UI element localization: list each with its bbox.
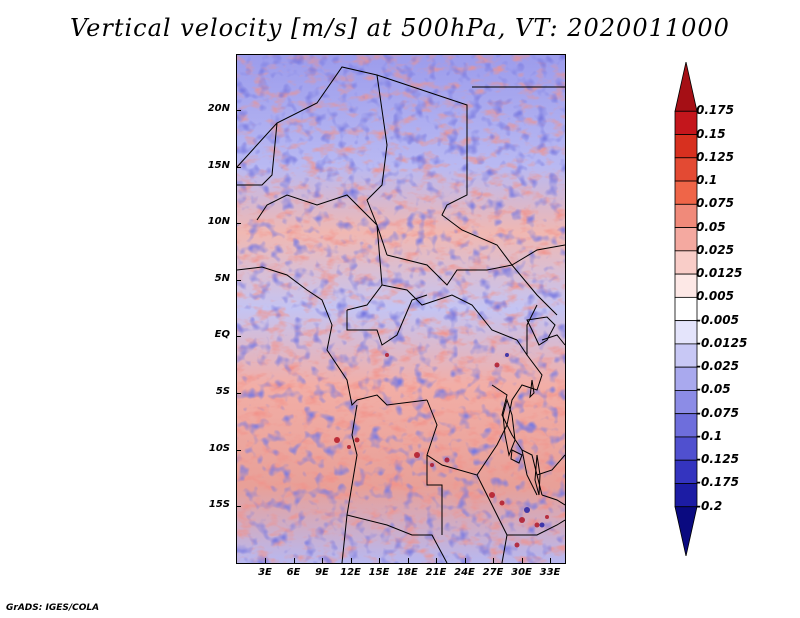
lat-label: 5S <box>215 386 230 397</box>
lat-tick <box>236 506 241 508</box>
lon-tick <box>464 558 466 563</box>
colorbar-segment <box>674 390 698 415</box>
colorbar-label: -0.2 <box>696 498 723 513</box>
colorbar-label: 0.005 <box>696 289 734 304</box>
lat-tick <box>236 279 241 281</box>
lon-tick <box>293 558 295 563</box>
colorbar-label: -0.125 <box>696 452 739 467</box>
lon-tick <box>350 558 352 563</box>
colorbar-segment <box>674 483 698 508</box>
colorbar-label: 0.125 <box>696 149 734 164</box>
colorbar-segment <box>674 180 698 205</box>
lat-tick <box>236 336 241 338</box>
lon-tick <box>521 558 523 563</box>
lon-label: 15E <box>368 567 390 578</box>
lakes <box>502 316 556 496</box>
colorbar-segment <box>674 506 698 556</box>
colorbar-label: 0.05 <box>696 219 726 234</box>
lon-label: 9E <box>315 567 329 578</box>
velocity-field-map <box>237 55 565 563</box>
lat-label: 10N <box>207 216 230 228</box>
lon-tick <box>265 558 266 563</box>
lon-label: 24E <box>454 567 475 578</box>
colorbar-label: 0.075 <box>696 196 734 211</box>
lon-tick <box>407 558 409 563</box>
lon-tick <box>436 558 437 563</box>
lon-tick <box>379 558 380 563</box>
lon-label: 6E <box>286 567 301 578</box>
colorbar-label: -0.05 <box>696 382 731 397</box>
map-title: Vertical velocity [m/s] at 500hPa, VT: 2… <box>70 14 730 42</box>
colorbar-label: -0.1 <box>696 428 723 443</box>
negative-velocity-layer <box>237 55 565 563</box>
lat-tick <box>236 393 241 394</box>
lat-tick <box>236 110 241 111</box>
colorbar-label: -0.005 <box>696 312 739 327</box>
colorbar-segment <box>674 203 698 228</box>
strong-cells <box>334 353 549 548</box>
colorbar-segment <box>674 157 698 182</box>
lon-tick <box>322 558 323 563</box>
lon-label: 3E <box>258 567 272 578</box>
colorbar-segment <box>674 343 698 368</box>
lat-tick <box>236 449 241 451</box>
lon-label: 12E <box>340 567 361 578</box>
colorbar-label: 0.025 <box>696 242 734 257</box>
colorbar-label: 0.1 <box>696 173 718 188</box>
strong-sink-cells <box>505 353 545 528</box>
lon-label: 33E <box>539 567 561 578</box>
lon-label: 27E <box>482 567 504 578</box>
colorbar-segment <box>674 436 698 461</box>
colorbar <box>674 62 698 556</box>
colorbar-label: 0.15 <box>696 126 726 141</box>
lat-label: 15N <box>207 159 230 171</box>
colorbar-label: 0.0125 <box>696 266 743 281</box>
colorbar-segment <box>674 320 698 345</box>
lat-label: 5N <box>214 272 230 284</box>
country-borders <box>237 66 565 563</box>
lat-tick <box>236 223 241 225</box>
lon-tick <box>550 558 551 563</box>
colorbar-segment <box>674 459 698 484</box>
colorbar-segment <box>674 366 698 391</box>
lat-label: 10S <box>208 442 230 454</box>
lat-label: 20N <box>207 103 230 114</box>
colorbar-label: -0.175 <box>696 475 739 490</box>
map-plot-area <box>236 54 566 564</box>
colorbar-label: -0.0125 <box>696 335 748 350</box>
lat-label: EQ <box>214 329 230 341</box>
colorbar-label: -0.025 <box>696 359 739 374</box>
colorbar-segment <box>674 227 698 252</box>
colorbar-segment <box>674 110 698 135</box>
colorbar-segment <box>674 62 698 112</box>
colorbar-segment <box>674 134 698 159</box>
lon-tick <box>493 558 494 563</box>
colorbar-segment <box>674 273 698 298</box>
colorbar-segment <box>674 250 698 275</box>
colorbar-label: 0.175 <box>696 103 734 118</box>
lat-tick <box>236 166 241 168</box>
colorbar-segment <box>674 296 698 322</box>
lon-label: 30E <box>511 567 532 578</box>
colorbar-segment <box>674 413 698 438</box>
credit-text: GrADS: IGES/COLA <box>6 603 100 613</box>
lon-label: 18E <box>397 567 418 578</box>
colorbar-label: -0.075 <box>696 405 739 420</box>
lat-label: 15S <box>208 499 230 511</box>
lon-label: 21E <box>425 567 447 578</box>
